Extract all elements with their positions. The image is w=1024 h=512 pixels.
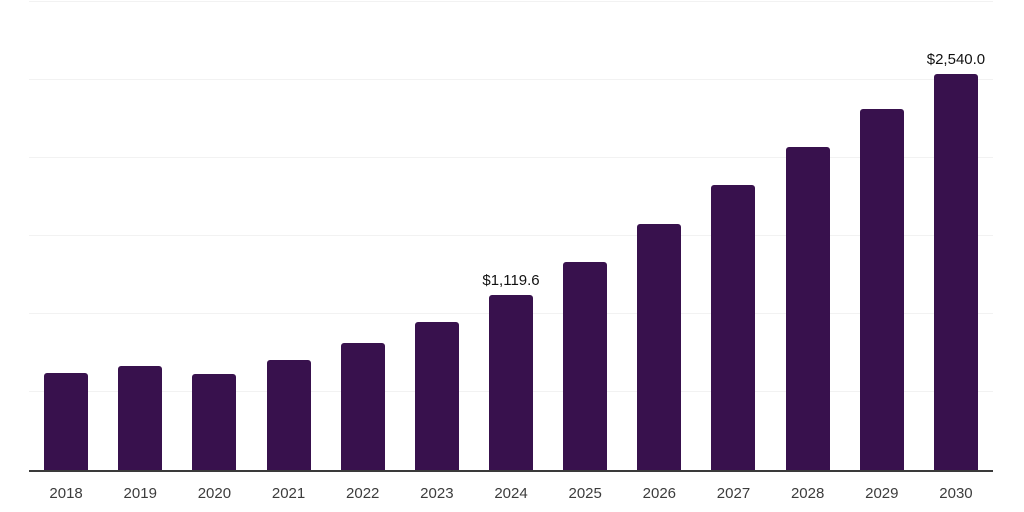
x-tick-2026: 2026	[642, 485, 677, 502]
bar-2021	[266, 360, 311, 470]
bar-slot-2021	[251, 2, 325, 470]
bar-2023	[414, 322, 459, 470]
bar-2025	[563, 262, 608, 470]
bar-2026	[637, 224, 682, 470]
x-tick-2021: 2021	[271, 485, 306, 502]
x-tick-2025: 2025	[568, 485, 602, 502]
x-tick-2018: 2018	[49, 485, 83, 502]
bar-2028	[785, 146, 830, 470]
bar-2029	[859, 108, 904, 470]
bar-slot-2018	[29, 2, 103, 470]
bar-slot-2024: $1,119.6	[474, 2, 548, 470]
bar-2018	[44, 373, 89, 470]
bar-slot-2030: $2,540.0	[919, 2, 993, 470]
x-tick-2022: 2022	[346, 485, 380, 502]
bar-slot-2019	[103, 2, 177, 470]
bar-slot-2028	[771, 2, 845, 470]
x-tick-2030: 2030	[939, 485, 973, 502]
bar-2020	[192, 374, 237, 470]
bar-slot-2027	[696, 2, 770, 470]
bar-slot-2020	[177, 2, 251, 470]
bar-slot-2026	[622, 2, 696, 470]
gridline	[29, 1, 993, 2]
plot-area: $1,119.6 $2,540.0	[29, 1, 993, 472]
gridline	[29, 79, 993, 80]
bar-2019	[118, 366, 163, 470]
x-axis: 2018 2019 2020 2021 2022 2023 2024 2025 2026 2027…	[29, 472, 993, 502]
bar-2022	[340, 343, 385, 470]
bar-2027	[711, 184, 756, 470]
data-label-2024: $1,119.6	[482, 272, 540, 290]
bars-row: $1,119.6 $2,540.0	[29, 2, 993, 470]
x-tick-2024: 2024	[494, 485, 528, 502]
data-label-2030: $2,540.0	[926, 50, 986, 68]
x-tick-2019: 2019	[123, 485, 157, 502]
bar-2030	[933, 73, 978, 470]
x-tick-2029: 2029	[865, 485, 899, 502]
bar-slot-2029	[845, 2, 919, 470]
gridline	[29, 235, 993, 236]
bar-slot-2023	[400, 2, 474, 470]
bar-slot-2025	[548, 2, 622, 470]
x-tick-2020: 2020	[197, 485, 232, 502]
gridline	[29, 157, 993, 158]
x-tick-2027: 2027	[716, 485, 751, 502]
x-tick-2023: 2023	[420, 485, 454, 502]
x-tick-2028: 2028	[790, 485, 825, 502]
bar-slot-2022	[326, 2, 400, 470]
bar-2024	[489, 295, 534, 470]
